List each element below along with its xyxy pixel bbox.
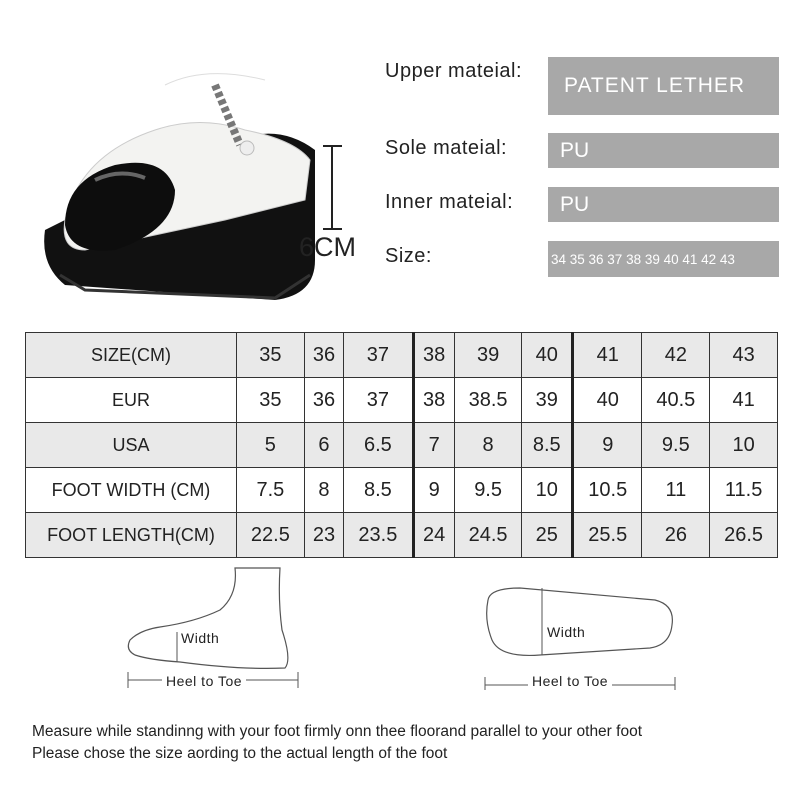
upper-material-label: Upper mateial: [385, 60, 523, 82]
table-cell: 26 [641, 512, 711, 558]
table-cell: 9.5 [453, 467, 523, 513]
table-cell: 8 [303, 467, 345, 513]
table-cell: 10 [521, 467, 574, 513]
row-label: USA [25, 422, 237, 468]
table-cell: 37 [343, 332, 414, 378]
size-choice-note: Please chose the size aording to the act… [32, 745, 448, 762]
table-row: USA 5 6 6.5 7 8 8.5 9 9.5 10 [25, 422, 778, 468]
table-cell: 6 [303, 422, 345, 468]
table-cell: 35 [236, 332, 305, 378]
table-cell: 9.5 [641, 422, 711, 468]
table-cell: 24.5 [453, 512, 523, 558]
table-cell: 24 [411, 512, 455, 558]
table-cell: 10 [709, 422, 778, 468]
table-cell: 26.5 [709, 512, 778, 558]
table-cell: 8 [453, 422, 523, 468]
table-cell: 38 [411, 332, 455, 378]
table-cell: 37 [343, 377, 414, 423]
table-cell: 23.5 [343, 512, 414, 558]
sole-material-label: Sole mateial: [385, 137, 508, 159]
table-row: FOOT LENGTH(CM) 22.5 23 23.5 24 24.5 25 25.5 26 2… [25, 512, 778, 558]
table-cell: 9 [411, 467, 455, 513]
table-cell: 22.5 [236, 512, 305, 558]
table-cell: 8.5 [343, 467, 414, 513]
size-range-value: 34 35 36 37 38 39 40 41 42 43 [548, 241, 779, 277]
upper-material-value: PATENT LETHER [548, 57, 779, 115]
table-cell: 38.5 [453, 377, 523, 423]
table-cell: 36 [303, 377, 345, 423]
heel-height-label: 6CM [299, 232, 357, 262]
row-label: FOOT LENGTH(CM) [25, 512, 237, 558]
table-cell: 40 [571, 377, 643, 423]
measure-note: Measure while standinng with your foot f… [32, 723, 643, 740]
table-cell: 6.5 [343, 422, 414, 468]
table-cell: 40.5 [641, 377, 711, 423]
table-cell: 23 [303, 512, 345, 558]
table-cell: 8.5 [521, 422, 574, 468]
table-cell: 39 [521, 377, 574, 423]
table-cell: 11.5 [709, 467, 778, 513]
sole-width-label: Width [547, 624, 586, 640]
table-cell: 41 [709, 377, 778, 423]
size-chart-table: SIZE(CM) 35 36 37 38 39 40 41 42 43 EUR 35 36 37 38 38.… [25, 332, 778, 558]
sole-material-value: PU [548, 133, 779, 168]
table-cell: 40 [521, 332, 574, 378]
table-cell: 9 [571, 422, 643, 468]
table-cell: 43 [709, 332, 778, 378]
row-label: FOOT WIDTH (CM) [25, 467, 237, 513]
table-cell: 7 [411, 422, 455, 468]
table-cell: 36 [303, 332, 345, 378]
table-cell: 25.5 [571, 512, 643, 558]
inner-material-label: Inner mateial: [385, 191, 514, 213]
shoe-image [44, 68, 316, 300]
table-cell: 42 [641, 332, 711, 378]
table-row: EUR 35 36 37 38 38.5 39 40 40.5 41 [25, 377, 778, 423]
table-cell: 35 [236, 377, 305, 423]
table-cell: 41 [571, 332, 643, 378]
table-cell: 39 [453, 332, 523, 378]
heel-height-marker [323, 145, 342, 230]
table-cell: 7.5 [236, 467, 305, 513]
row-label: SIZE(CM) [25, 332, 237, 378]
row-label: EUR [25, 377, 237, 423]
table-cell: 38 [411, 377, 455, 423]
inner-material-value: PU [548, 187, 779, 222]
table-cell: 10.5 [571, 467, 643, 513]
sole-length-label: Heel to Toe [528, 673, 613, 689]
size-label: Size: [385, 245, 432, 267]
table-cell: 11 [641, 467, 711, 513]
side-length-label: Heel to Toe [162, 673, 247, 689]
table-row: SIZE(CM) 35 36 37 38 39 40 41 42 43 [25, 332, 778, 378]
side-width-label: Width [181, 630, 220, 646]
table-row: FOOT WIDTH (CM) 7.5 8 8.5 9 9.5 10 10.5 11 11.5 [25, 467, 778, 513]
table-cell: 25 [521, 512, 574, 558]
table-cell: 5 [236, 422, 305, 468]
